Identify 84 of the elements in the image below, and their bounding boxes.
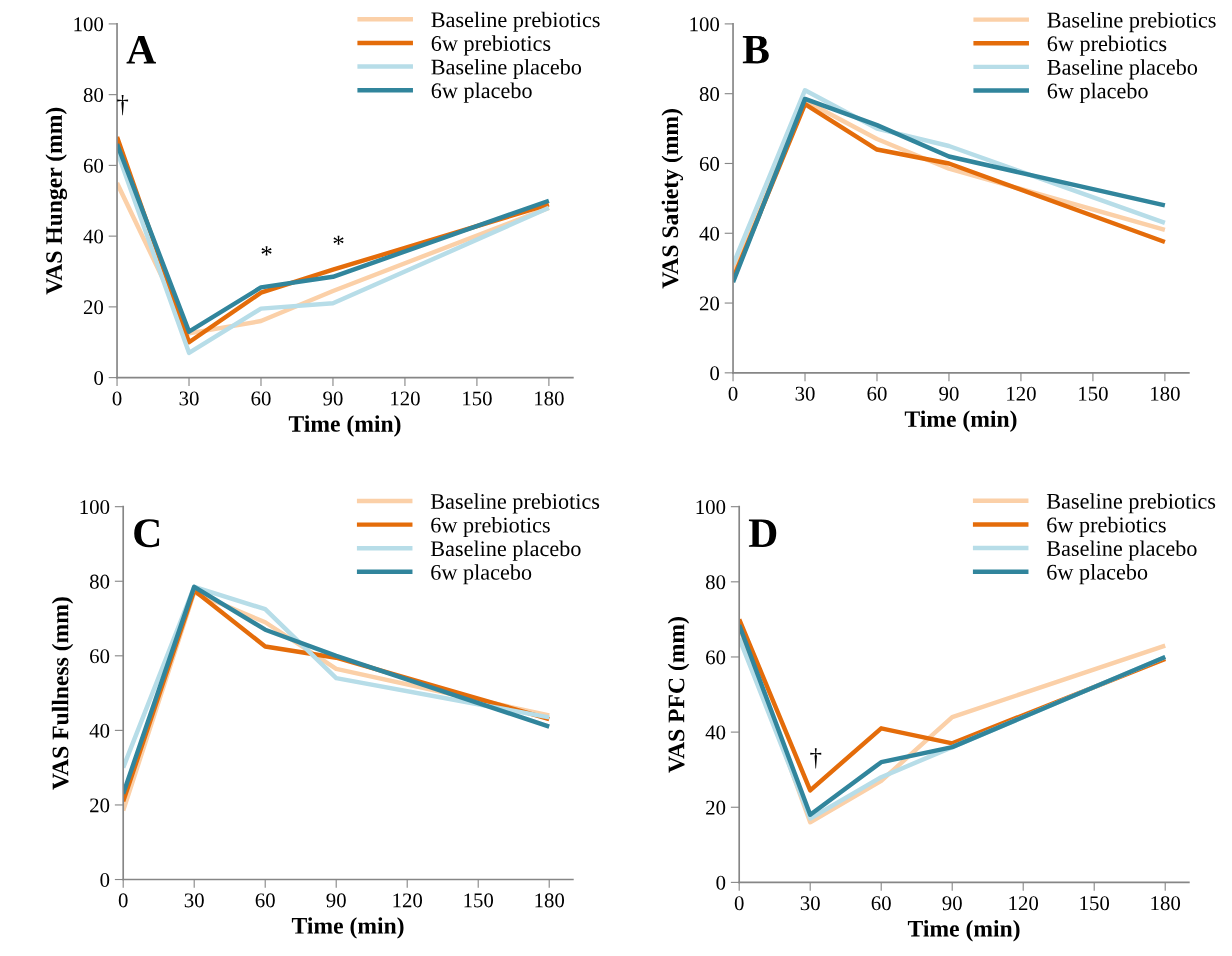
legend-label: 6w placebo [431, 564, 532, 585]
y-tick-label: 80 [83, 88, 104, 103]
legend-label: 6w placebo [1047, 82, 1148, 104]
y-axis-title: VAS Satiety (mm) [661, 109, 684, 289]
x-tick-label: 120 [1007, 386, 1036, 401]
legend-label: 6w placebo [431, 82, 532, 103]
y-tick-label: 0 [716, 875, 726, 890]
x-tick-label: 90 [939, 386, 959, 401]
y-tick-label: 0 [94, 370, 104, 386]
x-tick-label: 90 [942, 896, 962, 911]
y-tick-label: 80 [89, 574, 110, 589]
x-tick-label: 150 [463, 391, 492, 406]
y-tick-label: 40 [705, 725, 726, 740]
x-tick-label: 60 [251, 391, 271, 406]
x-tick-label: 120 [393, 893, 423, 908]
legend-label: 6w prebiotics [431, 35, 551, 56]
x-tick-label: 0 [118, 893, 128, 908]
legend-label: Baseline prebiotics [1046, 493, 1216, 514]
annotation: † [117, 94, 129, 116]
y-tick-label: 60 [706, 650, 726, 665]
y-tick-label: 40 [699, 226, 720, 241]
legend-label: Baseline placebo [431, 58, 582, 80]
x-axis-title: Time (min) [904, 410, 1017, 432]
x-tick-label: 60 [867, 386, 887, 401]
x-tick-label: 120 [1009, 896, 1039, 911]
x-tick-label: 150 [464, 893, 494, 908]
chart-title: D [748, 519, 777, 547]
y-tick-label: 60 [90, 649, 110, 664]
legend-label: Baseline placebo [1046, 540, 1197, 561]
x-axis-title: Time (min) [907, 920, 1020, 942]
x-tick-label: 180 [535, 391, 564, 406]
x-tick-label: 0 [112, 391, 122, 406]
x-tick-label: 30 [184, 893, 204, 908]
chart-title: A [126, 35, 156, 64]
x-tick-label: 180 [535, 893, 565, 908]
y-tick-label: 40 [83, 229, 104, 244]
x-tick-label: 60 [871, 896, 891, 911]
y-tick-label: 100 [690, 17, 720, 32]
x-tick-label: 30 [179, 391, 199, 406]
legend-label: 6w placebo [1047, 564, 1148, 585]
legend-label: 6w prebiotics [431, 516, 550, 538]
x-tick-label: 180 [1151, 386, 1180, 401]
legend-label: 6w prebiotics [1047, 516, 1166, 537]
y-axis-title: VAS Hunger (mm) [45, 107, 68, 295]
y-tick-label: 20 [699, 296, 720, 311]
legend-label: Baseline prebiotics [430, 493, 600, 514]
y-tick-label: 20 [90, 798, 110, 813]
x-tick-label: 0 [734, 896, 744, 911]
legend-label: Baseline prebiotics [1047, 11, 1216, 33]
y-tick-label: 100 [74, 17, 104, 32]
chart-title: B [742, 36, 769, 64]
x-axis-title: Time (min) [291, 917, 404, 939]
y-tick-label: 0 [100, 872, 110, 887]
x-tick-label: 180 [1151, 896, 1181, 911]
legend-label: Baseline prebiotics [431, 11, 600, 32]
annotation: † [810, 748, 822, 769]
x-tick-label: 90 [323, 391, 343, 406]
y-tick-label: 20 [83, 300, 104, 315]
y-tick-label: 80 [699, 87, 720, 102]
y-tick-label: 80 [705, 575, 726, 590]
y-tick-label: 100 [80, 500, 110, 515]
annotation: * [333, 235, 344, 245]
x-tick-label: 30 [800, 896, 820, 911]
y-axis-title: VAS PFC (mm) [667, 617, 690, 773]
y-tick-label: 40 [89, 723, 110, 738]
x-tick-label: 120 [391, 391, 420, 406]
x-tick-label: 0 [728, 386, 738, 401]
legend-label: 6w prebiotics [1047, 35, 1167, 56]
y-axis-title: VAS Fullness (mm) [51, 597, 74, 790]
x-axis-title: Time (min) [288, 415, 401, 437]
x-tick-label: 60 [255, 893, 275, 908]
y-tick-label: 60 [699, 156, 720, 171]
x-tick-label: 90 [326, 893, 346, 908]
x-tick-label: 150 [1080, 896, 1110, 911]
y-tick-label: 100 [696, 500, 726, 515]
annotation: * [261, 246, 272, 256]
chart-title: C [134, 519, 160, 548]
x-tick-label: 30 [795, 386, 815, 401]
legend-label: Baseline placebo [430, 540, 581, 561]
y-tick-label: 60 [83, 158, 104, 173]
x-tick-label: 150 [1079, 386, 1108, 401]
legend-label: Baseline placebo [1047, 59, 1198, 80]
y-tick-label: 20 [706, 800, 726, 815]
y-tick-label: 0 [710, 366, 720, 381]
